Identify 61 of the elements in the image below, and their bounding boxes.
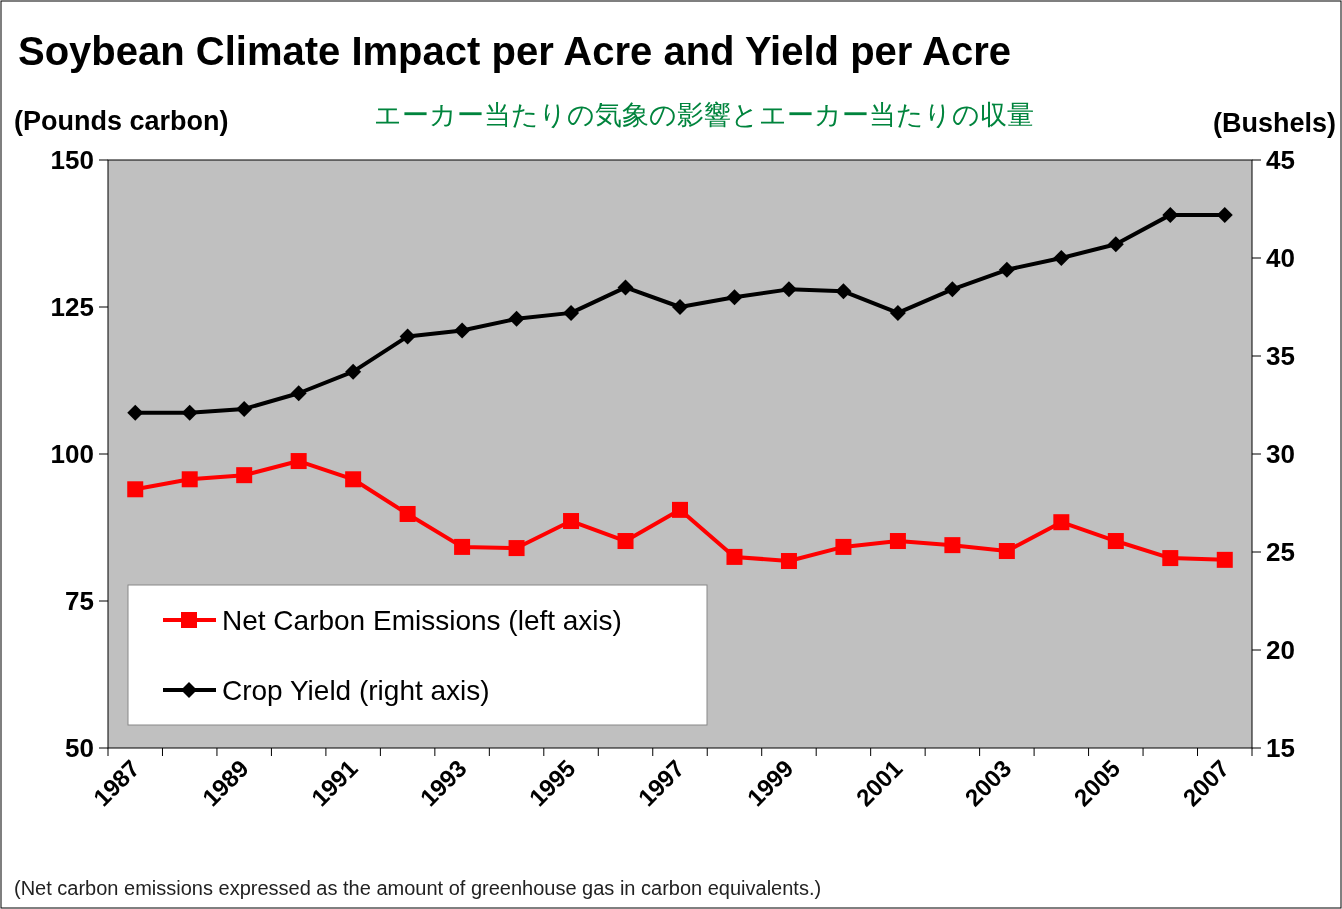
- point: [835, 283, 852, 300]
- point: [1107, 533, 1124, 550]
- y2-tick-label: 20: [1266, 635, 1295, 665]
- point: [1216, 206, 1233, 223]
- legend-label: Crop Yield (right axis): [222, 675, 490, 706]
- point: [563, 304, 580, 321]
- point: [1053, 250, 1070, 266]
- point: [1216, 551, 1233, 568]
- point: [889, 304, 906, 321]
- point: [290, 453, 307, 470]
- point: [290, 385, 307, 402]
- y-axis-title: (Pounds carbon): [14, 106, 229, 136]
- y2-tick-label: 45: [1266, 145, 1295, 175]
- point: [181, 471, 198, 488]
- point: [563, 513, 580, 530]
- y2-tick-label: 15: [1266, 733, 1295, 763]
- y2-tick-label: 35: [1266, 341, 1295, 371]
- point: [181, 404, 198, 421]
- point: [454, 322, 471, 339]
- point: [508, 310, 525, 327]
- y-tick-label: 75: [65, 586, 94, 616]
- y2-tick-label: 30: [1266, 439, 1295, 469]
- y2-tick-label: 40: [1266, 243, 1295, 273]
- y-tick-label: 150: [50, 145, 94, 175]
- point: [998, 261, 1015, 278]
- point: [617, 533, 634, 550]
- y-tick-label: 50: [65, 733, 94, 763]
- point: [617, 279, 634, 296]
- y-tick-label: 125: [50, 292, 94, 322]
- point: [236, 400, 253, 417]
- chart-subtitle: エーカー当たりの気象の影響とエーカー当たりの収量: [374, 100, 1034, 130]
- point: [127, 481, 144, 498]
- text: (Net carbon emissions expressed as the amount of greenhouse gas in carbon equivalents.): [14, 877, 822, 899]
- point: [345, 471, 362, 488]
- y2-axis-title: (Bushels): [1212, 108, 1336, 138]
- point: [1162, 206, 1179, 223]
- point: [236, 467, 253, 484]
- point: [998, 543, 1015, 560]
- point: [944, 537, 961, 554]
- point: [726, 289, 743, 306]
- chart-title: Soybean Climate Impact per Acre and Yield per Acre: [18, 29, 1011, 73]
- point: [1053, 514, 1070, 531]
- point: [1107, 236, 1124, 253]
- point: [508, 540, 525, 557]
- legend-label: Net Carbon Emissions (left axis): [222, 605, 622, 636]
- y2-tick-label: 25: [1266, 537, 1295, 567]
- point: [399, 505, 416, 522]
- point: [944, 281, 961, 298]
- point: [780, 553, 797, 570]
- point: [345, 363, 362, 380]
- point: [835, 538, 852, 555]
- point: [726, 548, 743, 565]
- point: [454, 538, 471, 555]
- point: [1162, 550, 1179, 567]
- point: [672, 501, 688, 518]
- point: [780, 281, 797, 298]
- point: [672, 299, 688, 315]
- point: [127, 404, 144, 421]
- y-tick-label: 100: [50, 439, 94, 469]
- point: [399, 328, 416, 345]
- point: [889, 533, 906, 550]
